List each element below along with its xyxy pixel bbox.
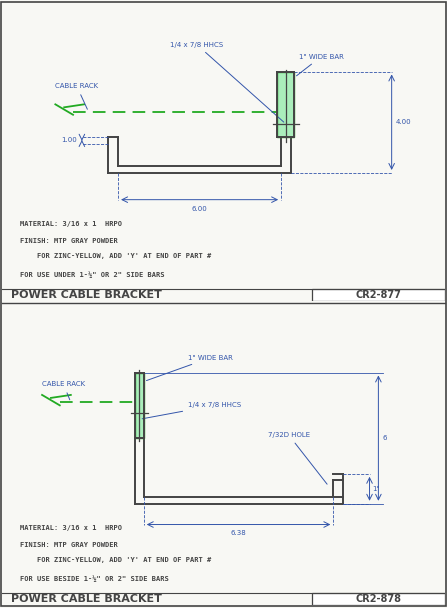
Text: MATERIAL: 3/16 x 1  HRPO: MATERIAL: 3/16 x 1 HRPO: [20, 525, 122, 531]
Text: FOR ZINC-YELLOW, ADD 'Y' AT END OF PART #: FOR ZINC-YELLOW, ADD 'Y' AT END OF PART …: [20, 558, 211, 563]
Text: 1" WIDE BAR: 1" WIDE BAR: [147, 354, 233, 381]
Bar: [135, 373, 144, 438]
Text: 1/4 x 7/8 HHCS: 1/4 x 7/8 HHCS: [142, 402, 241, 419]
Text: 1" WIDE BAR: 1" WIDE BAR: [296, 54, 344, 76]
Text: FOR ZINC-YELLOW, ADD 'Y' AT END OF PART #: FOR ZINC-YELLOW, ADD 'Y' AT END OF PART …: [20, 254, 211, 259]
Bar: [312, 593, 445, 605]
Text: CABLE RACK: CABLE RACK: [55, 83, 98, 109]
Text: POWER CABLE BRACKET: POWER CABLE BRACKET: [11, 594, 162, 604]
Text: FOR USE BESIDE 1-½" OR 2" SIDE BARS: FOR USE BESIDE 1-½" OR 2" SIDE BARS: [20, 575, 169, 582]
Text: 4.00: 4.00: [396, 119, 412, 125]
Text: FINISH: MTP GRAY POWDER: FINISH: MTP GRAY POWDER: [20, 238, 118, 244]
Text: 6.38: 6.38: [231, 530, 246, 536]
Text: POWER CABLE BRACKET: POWER CABLE BRACKET: [11, 290, 162, 300]
Text: 1/4 x 7/8 HHCS: 1/4 x 7/8 HHCS: [170, 42, 284, 122]
Text: FOR USE UNDER 1-½" OR 2" SIDE BARS: FOR USE UNDER 1-½" OR 2" SIDE BARS: [20, 271, 164, 278]
Text: MATERIAL: 3/16 x 1  HRPO: MATERIAL: 3/16 x 1 HRPO: [20, 221, 122, 227]
Text: FINISH: MTP GRAY POWDER: FINISH: MTP GRAY POWDER: [20, 542, 118, 548]
Text: 7/32D HOLE: 7/32D HOLE: [268, 432, 327, 484]
Bar: [278, 72, 294, 137]
Bar: [312, 289, 445, 301]
Text: 6.00: 6.00: [192, 206, 207, 212]
Text: 6: 6: [383, 435, 387, 441]
Text: CR2-877: CR2-877: [355, 290, 401, 300]
Text: CABLE RACK: CABLE RACK: [42, 381, 85, 400]
Text: 1.00: 1.00: [62, 137, 77, 143]
Text: 1": 1": [372, 486, 380, 492]
Text: CR2-878: CR2-878: [355, 594, 401, 604]
